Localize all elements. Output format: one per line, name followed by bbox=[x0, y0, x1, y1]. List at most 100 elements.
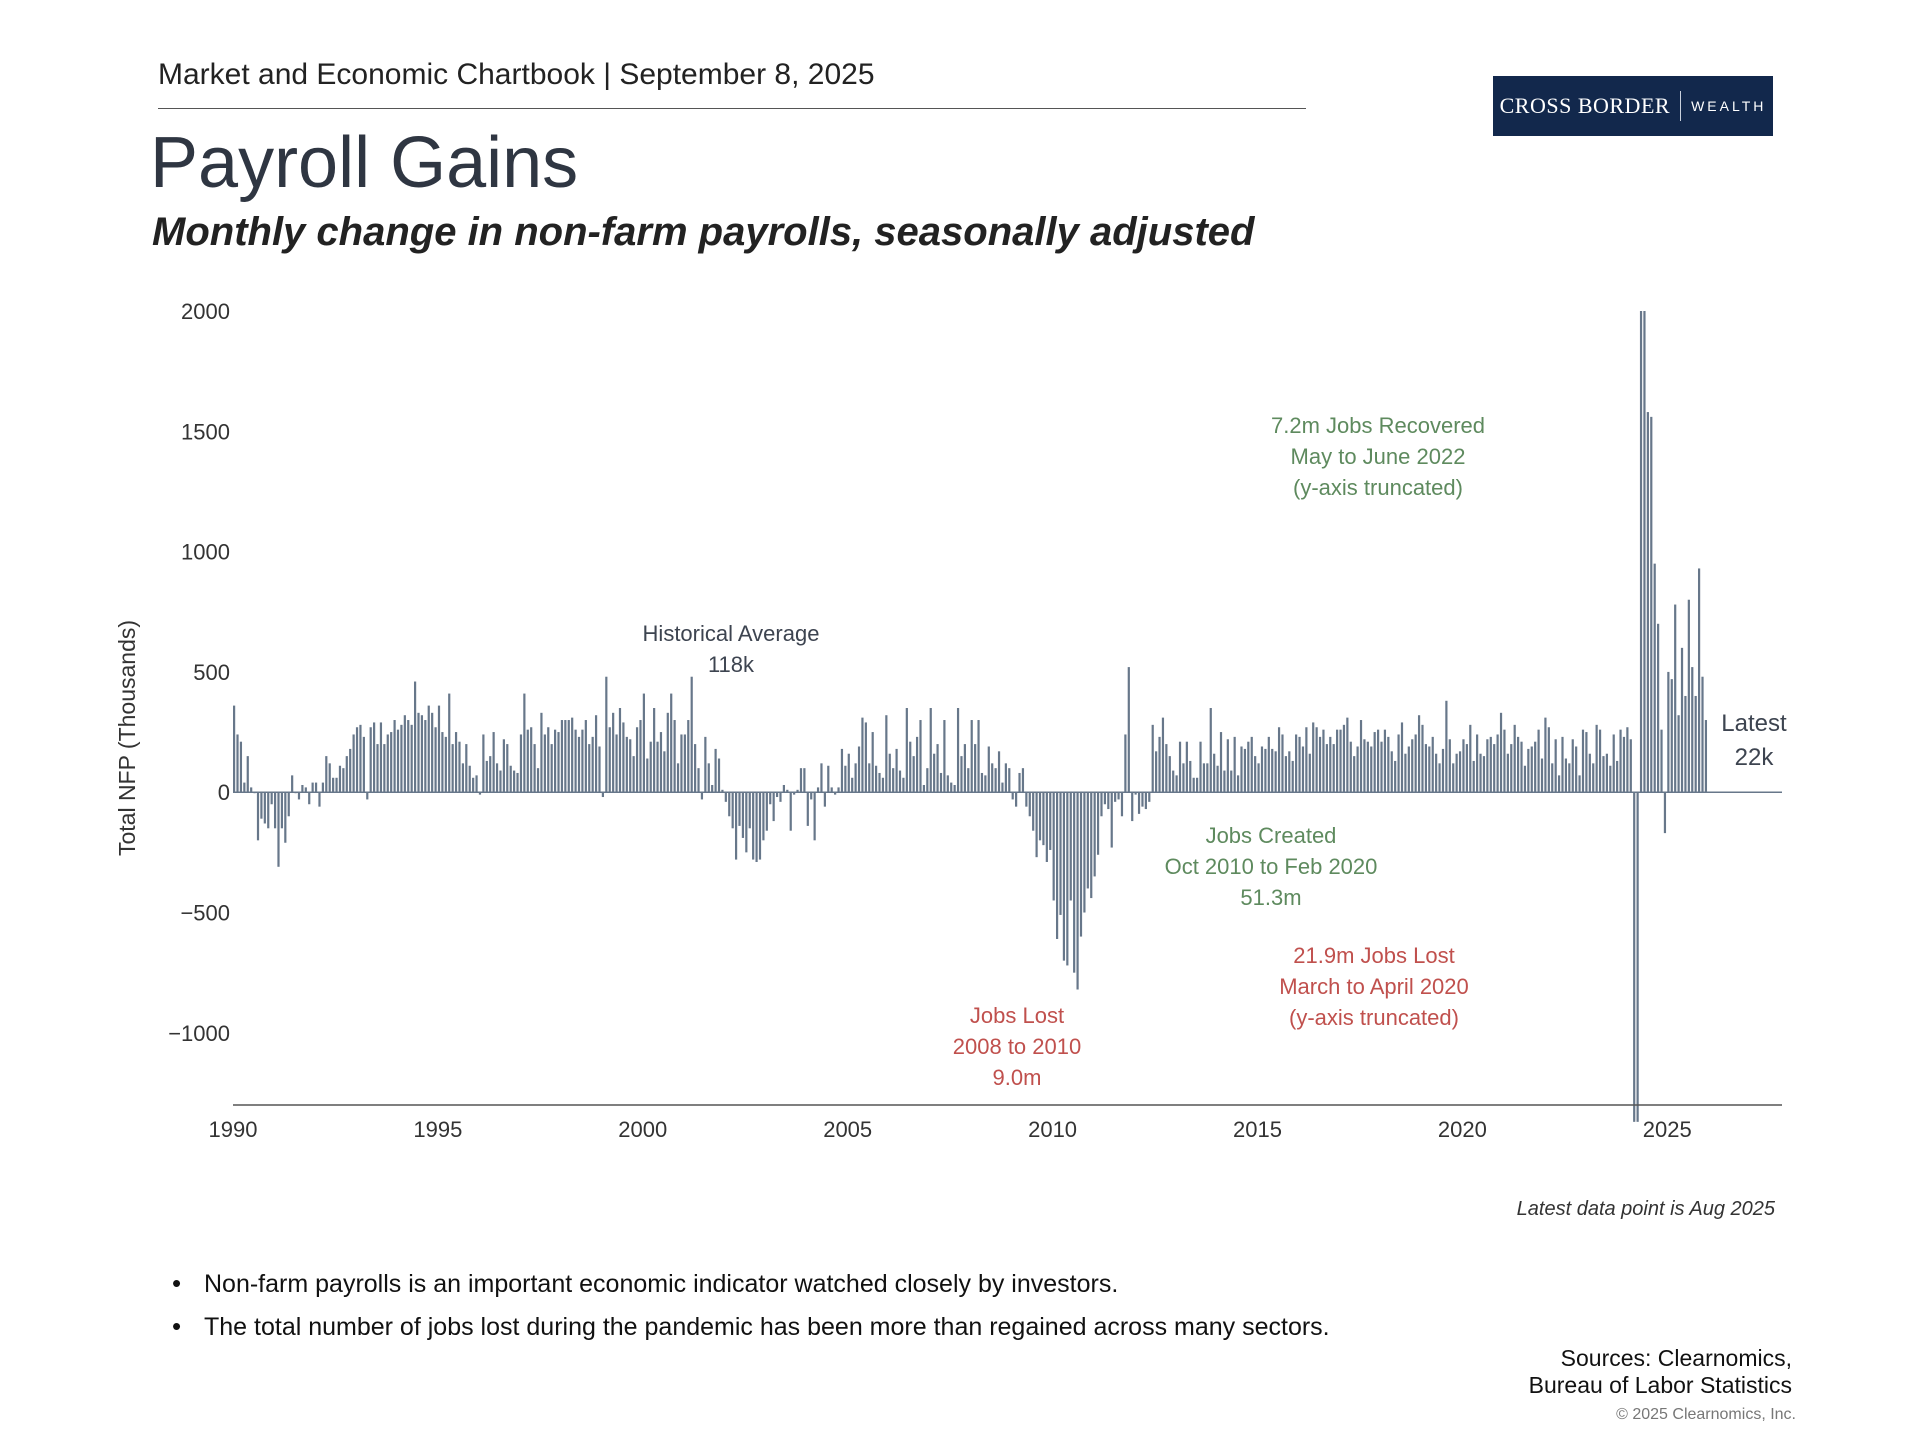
nfp-bar bbox=[526, 729, 529, 793]
nfp-bar bbox=[1032, 792, 1035, 831]
nfp-bar bbox=[834, 792, 837, 795]
nfp-bar bbox=[547, 727, 550, 793]
nfp-bar bbox=[506, 744, 509, 793]
nfp-bar bbox=[359, 724, 362, 793]
nfp-bar bbox=[639, 720, 642, 793]
nfp-bar bbox=[799, 768, 803, 793]
nfp-bar bbox=[649, 741, 652, 793]
nfp-bar bbox=[1243, 748, 1247, 793]
nfp-bar bbox=[1667, 671, 1670, 793]
nfp-bar bbox=[1523, 765, 1527, 793]
nfp-bar bbox=[1001, 782, 1004, 793]
brand-logo: CROSS BORDER WEALTH bbox=[1493, 76, 1773, 136]
nfp-bar bbox=[321, 782, 324, 793]
nfp-bar bbox=[803, 768, 806, 793]
nfp-bar bbox=[1585, 732, 1588, 793]
nfp-bar bbox=[1079, 792, 1083, 937]
nfp-bar bbox=[813, 792, 816, 841]
logo-main-text: CROSS BORDER bbox=[1499, 93, 1671, 118]
nfp-bar bbox=[926, 768, 929, 793]
annotation-hist: Historical Average bbox=[643, 621, 820, 646]
nfp-bar bbox=[472, 777, 475, 793]
logo-sub-text: WEALTH bbox=[1691, 98, 1767, 114]
copyright: © 2025 Clearnomics, Inc. bbox=[1616, 1406, 1796, 1423]
nfp-bar bbox=[1633, 792, 1636, 1122]
nfp-bar bbox=[1646, 412, 1649, 793]
nfp-bar bbox=[796, 789, 799, 793]
y-tick-label: 0 bbox=[218, 780, 230, 805]
y-tick-label: 1000 bbox=[181, 540, 230, 565]
nfp-bar bbox=[1578, 775, 1581, 793]
nfp-bar bbox=[1305, 727, 1308, 793]
nfp-bar bbox=[629, 739, 632, 793]
nfp-bar bbox=[1318, 736, 1322, 793]
nfp-bar bbox=[495, 763, 499, 793]
nfp-bar bbox=[1090, 792, 1093, 899]
nfp-bar bbox=[1144, 792, 1147, 810]
nfp-bar bbox=[1110, 792, 1113, 848]
nfp-bar bbox=[854, 763, 857, 793]
nfp-bar bbox=[557, 732, 560, 793]
nfp-bar bbox=[540, 712, 543, 793]
nfp-bar bbox=[1353, 756, 1356, 793]
nfp-bar bbox=[1209, 708, 1212, 793]
nfp-bar bbox=[523, 693, 526, 793]
nfp-bar bbox=[1011, 792, 1014, 800]
nfp-bar bbox=[1598, 729, 1602, 793]
chartbook-header: Market and Economic Chartbook | Septembe… bbox=[158, 58, 875, 91]
nfp-bar bbox=[1513, 724, 1516, 793]
nfp-bar bbox=[277, 792, 280, 867]
nfp-bar bbox=[1458, 751, 1462, 793]
nfp-bar bbox=[1568, 763, 1571, 793]
nfp-bar bbox=[314, 782, 318, 793]
nfp-bar bbox=[1527, 748, 1530, 793]
nfp-bar bbox=[1448, 739, 1451, 793]
nfp-bar bbox=[840, 748, 844, 793]
nfp-bar bbox=[1161, 717, 1165, 793]
bullet-item: The total number of jobs lost during the… bbox=[172, 1311, 1330, 1342]
nfp-bar bbox=[987, 746, 990, 793]
nfp-bar bbox=[1581, 729, 1585, 793]
nfp-bar bbox=[905, 708, 908, 793]
nfp-bar bbox=[752, 792, 755, 860]
nfp-bar bbox=[1629, 739, 1632, 793]
nfp-bar bbox=[1213, 753, 1216, 793]
y-axis: 2000 1500 1000 500 0 −500 −1000 Total NFP (Thou… bbox=[114, 299, 230, 1046]
nfp-bar bbox=[1240, 746, 1243, 793]
nfp-bar bbox=[441, 732, 444, 793]
nfp-bar bbox=[1202, 763, 1206, 793]
nfp-bar bbox=[1291, 760, 1294, 793]
nfp-bar bbox=[1366, 741, 1369, 793]
annotation-lost-gfc: 9.0m bbox=[993, 1065, 1042, 1090]
page-subtitle: Monthly change in non-farm payrolls, sea… bbox=[152, 210, 1255, 254]
nfp-bar bbox=[1390, 751, 1393, 793]
nfp-bar bbox=[352, 734, 355, 793]
nfp-bar bbox=[458, 741, 461, 793]
nfp-bar bbox=[417, 712, 420, 793]
nfp-bar bbox=[635, 727, 639, 793]
bullet-item: Non-farm payrolls is an important econom… bbox=[172, 1268, 1330, 1299]
annotation-lost-gfc: Jobs Lost bbox=[970, 1003, 1064, 1028]
nfp-bar bbox=[1277, 727, 1281, 793]
nfp-bar bbox=[1325, 744, 1328, 793]
nfp-bar bbox=[355, 727, 359, 793]
nfp-bar bbox=[550, 744, 553, 793]
nfp-bar bbox=[318, 792, 321, 807]
nfp-bar bbox=[1380, 741, 1383, 793]
nfp-bar bbox=[851, 777, 854, 793]
nfp-bar bbox=[707, 763, 710, 793]
nfp-bar bbox=[390, 732, 393, 793]
nfp-bar bbox=[1349, 741, 1352, 793]
nfp-bar bbox=[717, 758, 721, 793]
nfp-bar bbox=[1127, 667, 1130, 793]
nfp-bar bbox=[424, 720, 427, 793]
nfp-bar bbox=[437, 705, 441, 793]
annotation-lost-pandemic: 21.9m Jobs Lost bbox=[1293, 943, 1454, 968]
nfp-bar bbox=[857, 746, 861, 793]
nfp-bar bbox=[1677, 715, 1680, 793]
nfp-bar bbox=[1151, 724, 1154, 793]
nfp-bar bbox=[1616, 760, 1619, 793]
nfp-bar bbox=[267, 792, 270, 829]
nfp-bar bbox=[1551, 763, 1554, 793]
nfp-bar bbox=[1476, 734, 1479, 793]
